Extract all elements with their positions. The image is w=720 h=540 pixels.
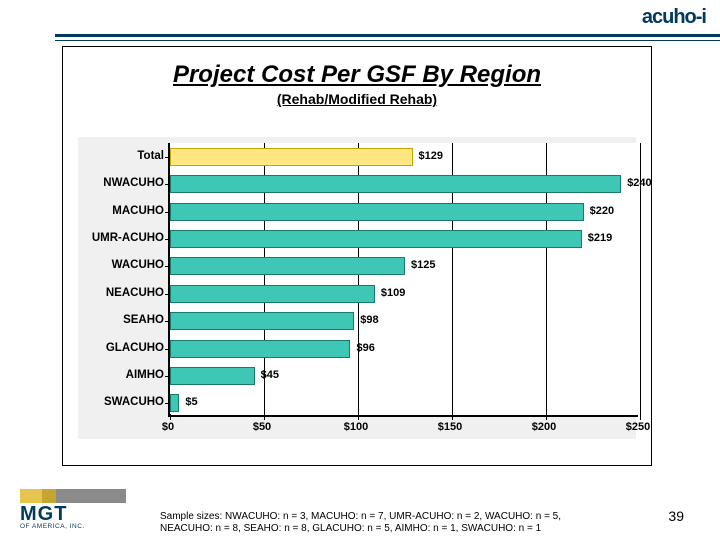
x-tick-mark — [452, 414, 453, 420]
x-tick-mark — [170, 414, 171, 420]
bar-total — [170, 148, 413, 166]
page-number: 39 — [668, 508, 684, 524]
bar-value-label: $219 — [588, 232, 612, 244]
chart-title: Project Cost Per GSF By Region — [63, 61, 651, 89]
bar — [170, 175, 621, 193]
mgt-logo-text: MGT — [20, 505, 140, 523]
x-tick-mark — [264, 414, 265, 420]
bar-value-label: $220 — [590, 205, 614, 217]
x-tick-label: $250 — [626, 421, 650, 433]
x-tick-label: $150 — [438, 421, 462, 433]
bar — [170, 257, 405, 275]
category-label: Total — [78, 150, 164, 162]
chart-area: Total$129NWACUHO$240MACUHO$220UMR-ACUHO$… — [78, 137, 636, 439]
category-label: MACUHO — [78, 205, 164, 217]
bar — [170, 340, 350, 358]
mgt-logo-sub: OF AMERICA, INC. — [20, 523, 140, 530]
category-label: SEAHO — [78, 314, 164, 326]
bar-value-label: $45 — [261, 369, 279, 381]
bar — [170, 230, 582, 248]
bar — [170, 367, 255, 385]
header-rule — [55, 34, 720, 37]
bar — [170, 312, 354, 330]
bar-value-label: $240 — [627, 177, 651, 189]
x-tick-label: $100 — [344, 421, 368, 433]
category-label: AIMHO — [78, 369, 164, 381]
bar — [170, 203, 584, 221]
chart-frame: Project Cost Per GSF By Region (Rehab/Mo… — [62, 46, 652, 466]
x-tick-mark — [640, 414, 641, 420]
category-label: UMR-ACUHO — [78, 232, 164, 244]
bar — [170, 285, 375, 303]
bar-value-label: $98 — [360, 314, 378, 326]
bar-value-label: $129 — [419, 150, 443, 162]
bar-value-label: $96 — [356, 342, 374, 354]
header-rule-thin — [55, 40, 720, 41]
sample-sizes-note: Sample sizes: NWACUHO: n = 3, MACUHO: n … — [160, 511, 580, 534]
mgt-logo: MGT OF AMERICA, INC. — [20, 489, 140, 530]
bar — [170, 394, 179, 412]
x-tick-label: $200 — [532, 421, 556, 433]
bar-value-label: $125 — [411, 259, 435, 271]
x-tick-label: $50 — [253, 421, 271, 433]
x-tick-mark — [546, 414, 547, 420]
chart-subtitle: (Rehab/Modified Rehab) — [63, 91, 651, 107]
category-label: NEACUHO — [78, 287, 164, 299]
x-tick-mark — [358, 414, 359, 420]
category-label: GLACUHO — [78, 342, 164, 354]
bar-value-label: $109 — [381, 287, 405, 299]
plot-region: Total$129NWACUHO$240MACUHO$220UMR-ACUHO$… — [168, 143, 638, 417]
bar-value-label: $5 — [185, 396, 197, 408]
x-tick-label: $0 — [162, 421, 174, 433]
mgt-logo-bars — [20, 489, 140, 503]
logo-top-right: acuho-i — [642, 6, 706, 29]
category-label: WACUHO — [78, 259, 164, 271]
category-label: NWACUHO — [78, 177, 164, 189]
category-label: SWACUHO — [78, 396, 164, 408]
